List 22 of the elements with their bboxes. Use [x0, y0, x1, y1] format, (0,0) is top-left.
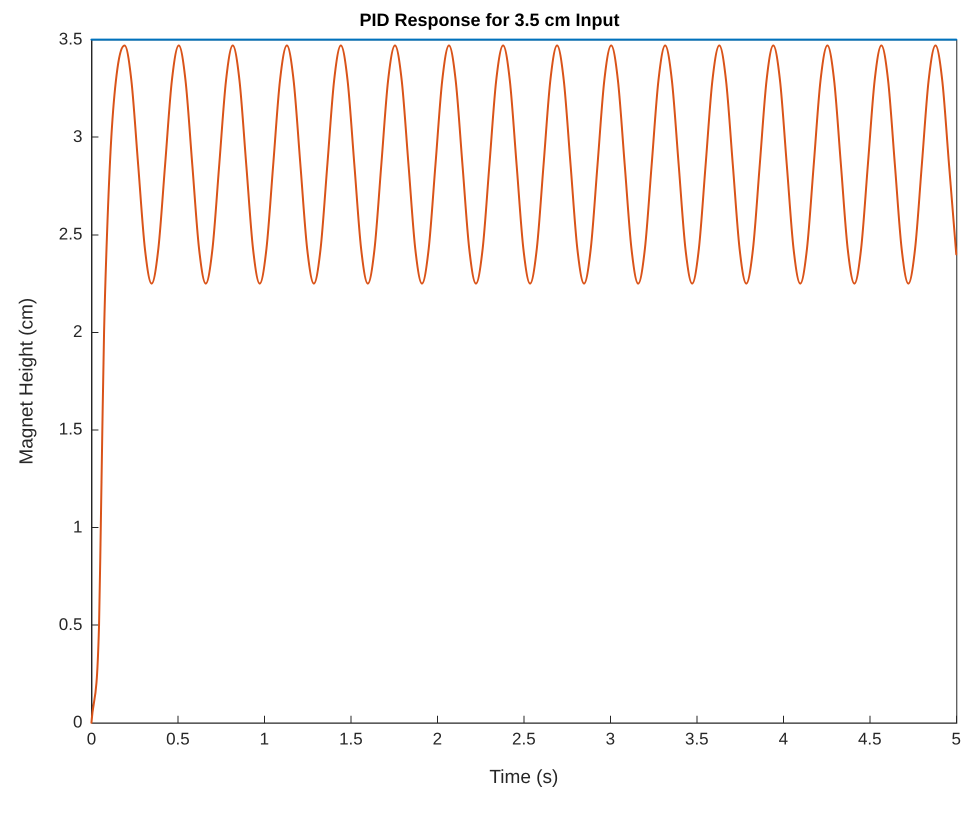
y-tick-label: 0.5 — [58, 614, 82, 634]
x-tick-label: 1 — [260, 730, 270, 749]
x-tick-label: 5 — [952, 730, 962, 749]
x-tick-label: 2.5 — [512, 730, 536, 749]
y-tick-label: 3.5 — [58, 29, 82, 48]
x-tick-label: 2 — [432, 730, 442, 749]
x-tick-label: 4 — [778, 730, 788, 749]
x-tick-label: 0.5 — [166, 730, 190, 749]
x-tick-label: 1.5 — [339, 730, 363, 749]
y-tick-label: 1 — [72, 517, 82, 536]
y-tick-label: 2 — [72, 322, 82, 342]
y-axis-title: Magnet Height (cm) — [16, 298, 38, 465]
y-tick-label: 2.5 — [58, 224, 82, 244]
x-axis-title: Time (s) — [489, 766, 558, 788]
x-tick-label: 0 — [86, 730, 96, 749]
y-tick-label: 0 — [72, 712, 82, 732]
chart-title: PID Response for 3.5 cm Input — [359, 10, 620, 30]
y-tick-label: 3 — [72, 126, 82, 146]
x-tick-label: 3 — [606, 730, 616, 749]
x-tick-label: 3.5 — [685, 730, 709, 749]
y-tick-label: 1.5 — [58, 420, 82, 439]
x-tick-label: 4.5 — [858, 730, 882, 749]
